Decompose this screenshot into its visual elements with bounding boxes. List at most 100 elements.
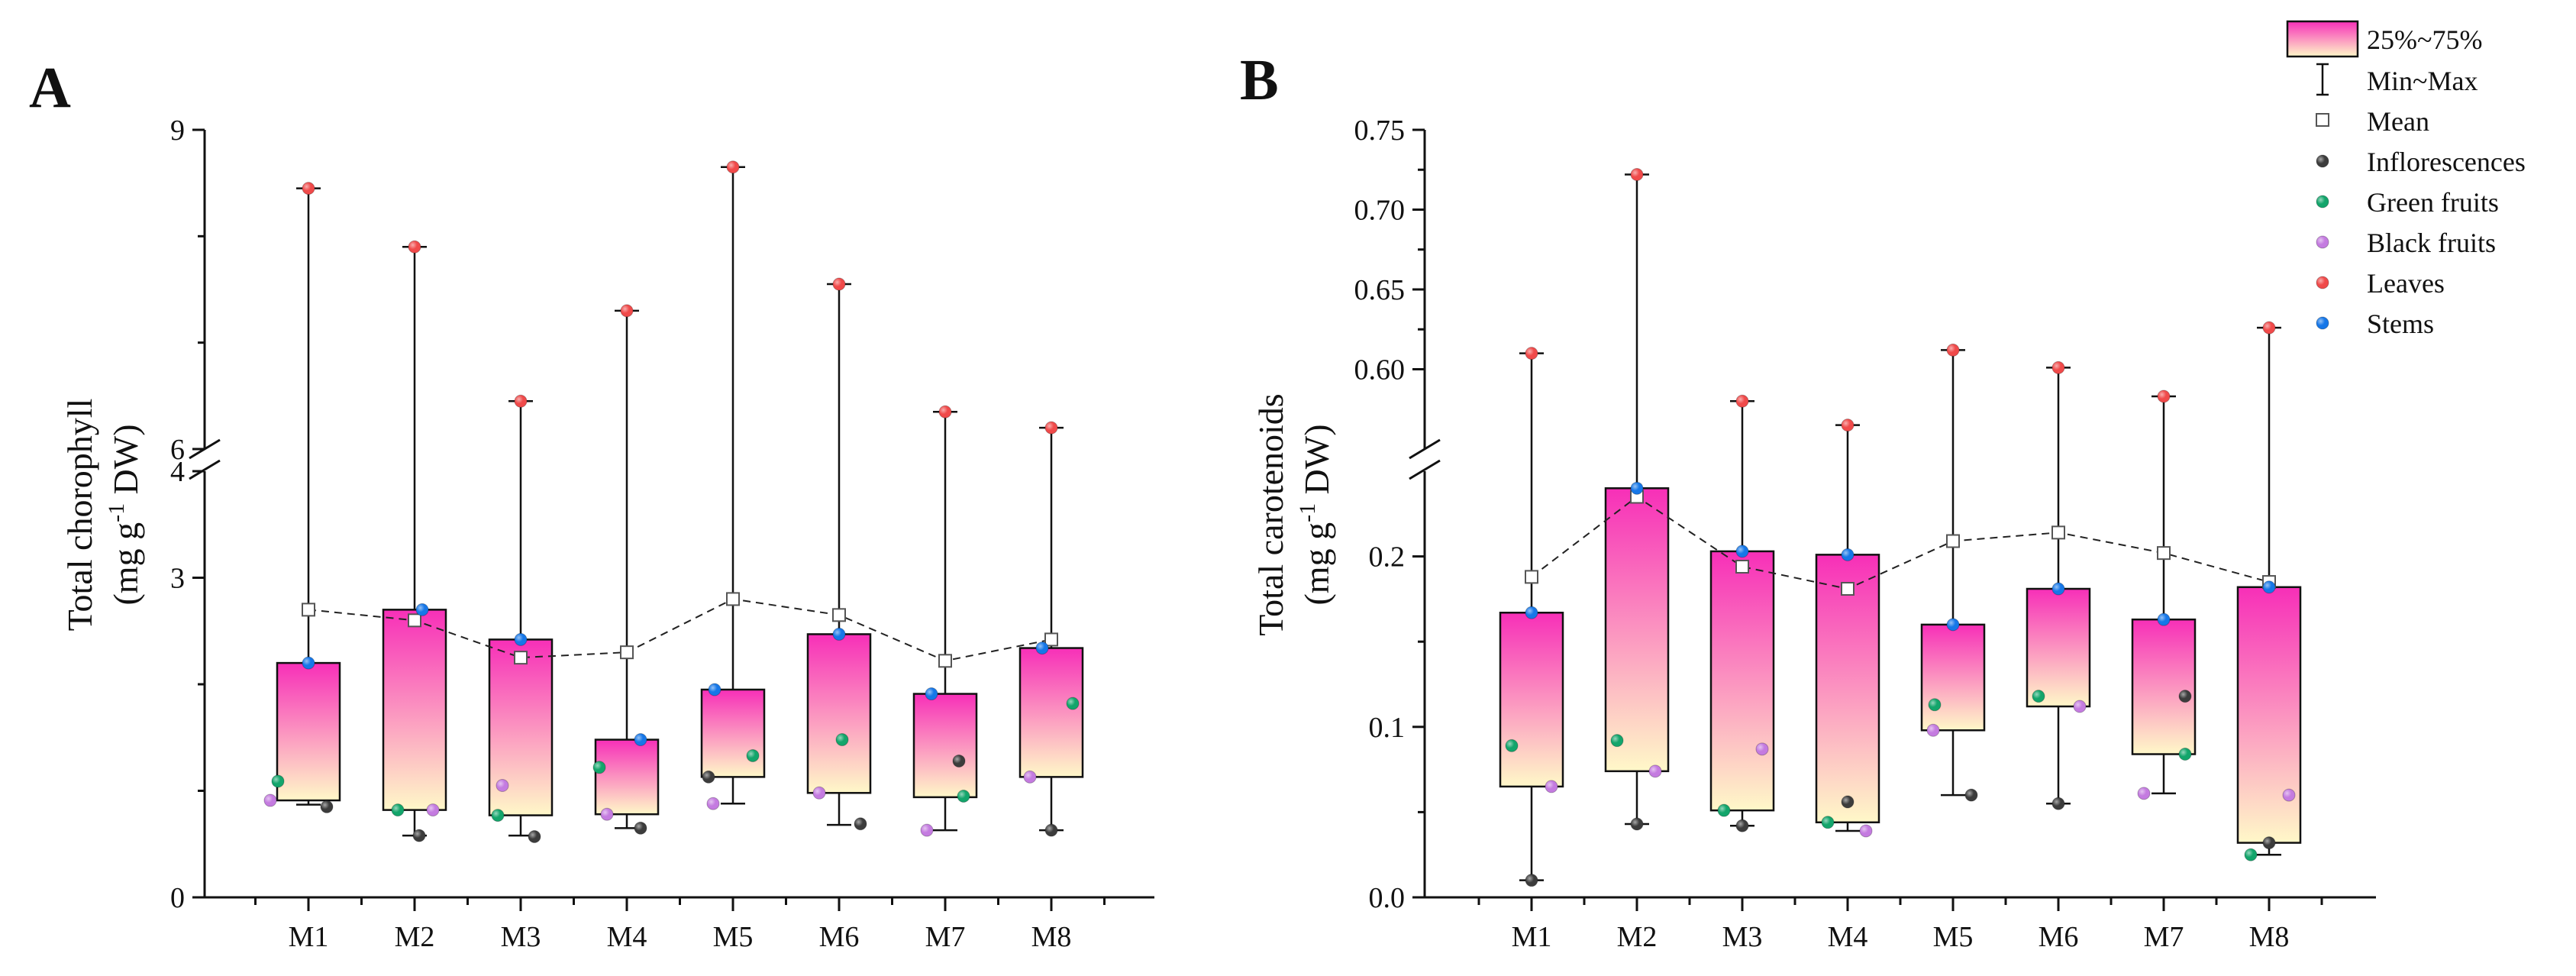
- panel-a-point-inflorescences-m4: [634, 821, 647, 835]
- panel-b-mean-marker-m6: [2051, 525, 2065, 540]
- panel-a-letter: A: [29, 56, 71, 120]
- panel-b-point-leaves-m2: [1630, 168, 1644, 182]
- panel-a-point-stems-m2: [415, 603, 429, 616]
- panel-a-point-black-fruits-m7-shine: [921, 824, 933, 837]
- panel-b-point-leaves-m7-shine: [2158, 390, 2170, 403]
- panel-b-point-leaves-m1-shine: [1525, 347, 1538, 360]
- panel-b-point-stems-m2-shine: [1631, 482, 1643, 495]
- panel-a-point-stems-m8-shine: [1036, 642, 1048, 654]
- legend-inflorescences-swatch: [2316, 154, 2329, 168]
- panel-b-point-green-fruits-m4: [1821, 816, 1835, 829]
- panel-a-ylabel-line2: (mg g-1 DW): [104, 424, 145, 605]
- panel-b-point-inflorescences-m4-shine: [1842, 796, 1854, 809]
- panel-a-x-tick-label-m3: M3: [501, 921, 541, 953]
- panel-b-point-black-fruits-m4-shine: [1860, 824, 1872, 837]
- panel-a-point-stems-m6: [832, 627, 846, 641]
- panel-a-point-leaves-m8: [1044, 421, 1058, 435]
- panel-a-point-green-fruits-m7-shine: [957, 790, 970, 803]
- panel-a-point-green-fruits-m6-shine: [836, 733, 848, 746]
- panel-b-point-stems-m5-shine: [1947, 618, 1959, 631]
- panel-b-point-stems-m2: [1630, 481, 1644, 495]
- panel-a-point-inflorescences-m1-shine: [321, 800, 333, 813]
- panel-b-point-leaves-m7: [2157, 389, 2171, 403]
- panel-b-x-tick-label-m3: M3: [1722, 921, 1763, 953]
- panel-b-point-green-fruits-m5: [1928, 698, 1942, 712]
- panel-a-box-m5: [700, 688, 766, 778]
- panel-b-point-stems-m4: [1841, 548, 1855, 561]
- panel-b-marks: 0.0 0.1 0.2 0.60 0.65 0.70 0.75 M1 M2 M3 M4 M5 M6 M7 M…: [1354, 115, 2376, 953]
- panel-a-y-tick-label: 0: [170, 882, 185, 914]
- panel-a-point-green-fruits-m3: [491, 809, 505, 822]
- panel-a-point-leaves-m5: [726, 160, 740, 174]
- panel-a-mean-marker-m2: [408, 613, 421, 628]
- panel-a-point-black-fruits-m3-shine: [496, 779, 508, 792]
- panel-b-y-axis-title: Total carotenoids (mg g-1 DW): [1251, 393, 1336, 635]
- legend-leaves-swatch-shine: [2316, 276, 2329, 289]
- panel-a-point-green-fruits-m5-shine: [747, 749, 759, 762]
- panel-a-x-tick-label-m2: M2: [395, 921, 435, 953]
- panel-a-point-leaves-m1: [302, 182, 315, 196]
- panel-b-point-stems-m7: [2157, 612, 2171, 626]
- panel-b-point-stems-m5: [1946, 618, 1960, 632]
- panel-b-mean-marker-m5: [1946, 534, 1960, 548]
- panel-a-point-stems-m3: [514, 632, 528, 646]
- panel-b-point-black-fruits-m1-shine: [1545, 780, 1558, 793]
- panel-a-point-green-fruits-m1: [271, 774, 285, 788]
- panel-b-mean-marker-m3: [1735, 559, 1749, 574]
- panel-a-point-stems-m4-shine: [634, 733, 647, 746]
- panel-a-point-black-fruits-m8: [1023, 770, 1037, 784]
- panel-b-point-green-fruits-m1: [1505, 738, 1519, 752]
- panel-b-point-inflorescences-m2-shine: [1631, 818, 1643, 831]
- panel-b-point-green-fruits-m5-shine: [1929, 698, 1941, 711]
- panel-b-point-green-fruits-m3: [1717, 803, 1731, 817]
- legend-box-label: 25%~75%: [2367, 24, 2482, 55]
- panel-b-point-stems-m8-shine: [2263, 580, 2275, 593]
- panel-b-point-stems-m4-shine: [1842, 548, 1854, 561]
- panel-b-point-leaves-m4-shine: [1842, 419, 1854, 431]
- panel-a-point-black-fruits-m6: [812, 786, 826, 800]
- legend-box-swatch: [2286, 20, 2359, 58]
- panel-b-y-tick-label: 0.75: [1354, 115, 1406, 147]
- legend-whisker-swatch: [2316, 63, 2329, 96]
- panel-b-point-green-fruits-m7-shine: [2179, 748, 2191, 761]
- panel-a-point-inflorescences-m5: [702, 770, 715, 784]
- panel-b-point-black-fruits-m2: [1648, 764, 1662, 778]
- legend-stems-label: Stems: [2367, 309, 2434, 339]
- panel-b-point-black-fruits-m8: [2282, 788, 2296, 802]
- panel-b-point-leaves-m8: [2262, 321, 2276, 334]
- legend-green-fruits-label: Green fruits: [2367, 187, 2499, 218]
- panel-a-point-leaves-m4-shine: [621, 304, 633, 317]
- panel-b-mean-marker-m7: [2157, 546, 2171, 561]
- panel-b-point-black-fruits-m5-shine: [1927, 724, 1939, 737]
- panel-a-point-black-fruits-m4-shine: [601, 808, 613, 821]
- panel-b-x-tick-label-m6: M6: [2039, 921, 2079, 953]
- legend-mean-swatch: [2316, 113, 2329, 127]
- panel-a-point-inflorescences-m3-shine: [528, 830, 541, 843]
- panel-b-point-black-fruits-m7-shine: [2138, 787, 2150, 800]
- panel-a-point-inflorescences-m5-shine: [702, 771, 715, 784]
- panel-a-point-inflorescences-m8: [1044, 823, 1058, 837]
- panel-b-point-stems-m6-shine: [2052, 583, 2064, 596]
- panel-b-point-stems-m6: [2051, 582, 2065, 596]
- panel-a-point-green-fruits-m8-shine: [1067, 697, 1079, 710]
- panel-b-point-stems-m7-shine: [2158, 613, 2170, 626]
- panel-b-point-leaves-m3-shine: [1736, 395, 1748, 408]
- panel-b-point-inflorescences-m1: [1525, 874, 1538, 887]
- panel-a-point-inflorescences-m1: [320, 800, 334, 813]
- panel-a-y-tick-label: 4: [170, 456, 185, 488]
- panel-a-point-stems-m6-shine: [833, 628, 845, 641]
- panel-b-ylabel-line2: (mg g-1 DW): [1295, 424, 1336, 605]
- panel-b-mean-marker-m4: [1841, 582, 1855, 596]
- panel-a-point-stems-m7-shine: [925, 687, 938, 700]
- panel-a-ylabel-line1: Total chorophyll: [60, 399, 99, 632]
- panel-a-point-green-fruits-m7: [957, 789, 970, 803]
- panel-b-y-tick-label: 0.70: [1354, 195, 1406, 227]
- panel-a-point-stems-m2-shine: [416, 603, 428, 616]
- panel-a-box-m1: [276, 661, 341, 802]
- panel-b-point-inflorescences-m8: [2262, 836, 2276, 850]
- panel-a-box-m6: [806, 633, 872, 794]
- panel-a-point-stems-m8: [1035, 642, 1049, 655]
- panel-b: B Total carotenoids (mg g-1 DW) 0.00.10.…: [1240, 48, 2376, 953]
- panel-b-point-green-fruits-m6: [2032, 690, 2045, 703]
